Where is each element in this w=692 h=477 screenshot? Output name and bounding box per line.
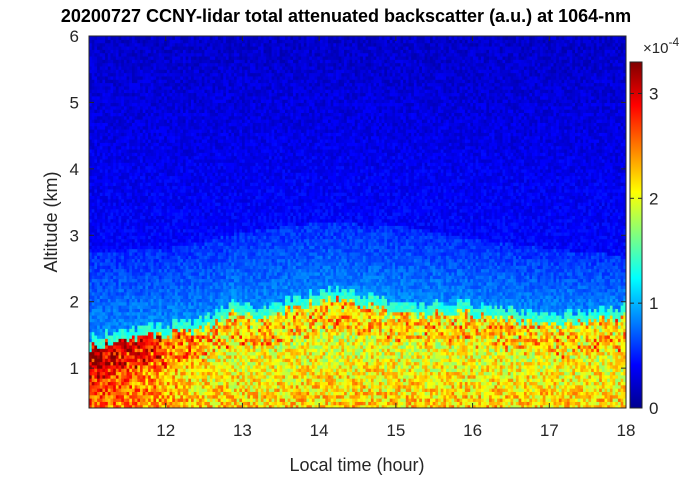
heatmap-image (89, 36, 627, 409)
